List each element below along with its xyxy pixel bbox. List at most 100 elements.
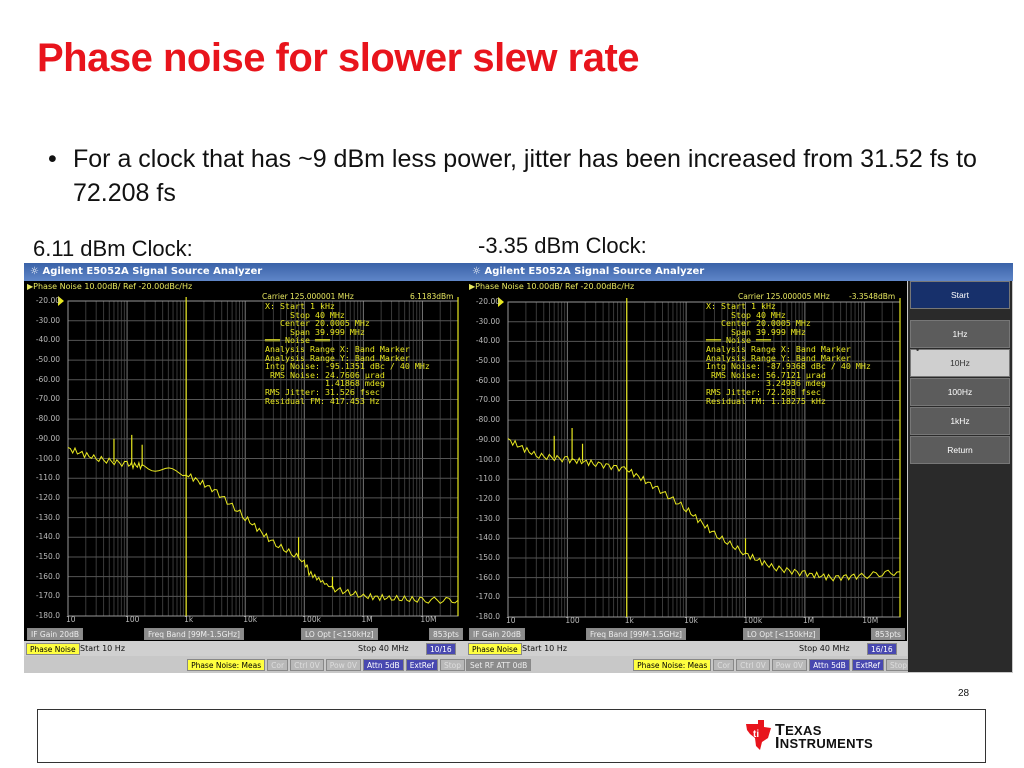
stop-frequency[interactable]: Stop 40 MHz bbox=[358, 644, 409, 653]
app-icon: ☼ bbox=[30, 266, 43, 277]
info-line: Analysis Range Y: Band Marker bbox=[706, 352, 851, 363]
y-tick-label: -150.0 bbox=[35, 551, 60, 561]
softkey-1khz[interactable]: 1kHz bbox=[910, 407, 1010, 435]
bullet-dot: • bbox=[48, 145, 57, 173]
status-indicator: Attn 5dB bbox=[809, 659, 850, 671]
x-tick-label: 1k bbox=[184, 615, 194, 624]
softkey-10hz[interactable]: 10Hz bbox=[910, 349, 1010, 377]
info-line: Residual FM: 417.453 Hz bbox=[265, 395, 380, 406]
bottom-status-bar: Phase Noise: Meas Cor Ctrl 0V Pow 0V Attn 5d… bbox=[24, 657, 466, 672]
status-indicator: Cor bbox=[713, 659, 735, 671]
slide-title: Phase noise for slower slew rate bbox=[37, 36, 640, 80]
stop-frequency[interactable]: Stop 40 MHz bbox=[799, 644, 850, 653]
settings-chip[interactable]: 853pts bbox=[429, 628, 463, 640]
y-tick-label: -50.00 bbox=[475, 356, 500, 366]
x-tick-label: 100 bbox=[565, 616, 580, 625]
x-tick-label: 10 bbox=[506, 616, 516, 625]
info-line: ═══ Noise ═══ bbox=[265, 335, 330, 346]
info-line: Analysis Range X: Band Marker bbox=[265, 343, 410, 354]
settings-chip[interactable]: Freq Band [99M-1.5GHz] bbox=[144, 628, 244, 640]
carrier-power: -3.3548dBm bbox=[849, 292, 896, 301]
app-icon: ☼ bbox=[472, 266, 485, 277]
window-title-bar: ☼ Agilent E5052A Signal Source Analyzer bbox=[24, 263, 466, 281]
trace-counter: 16/16 bbox=[867, 643, 897, 655]
settings-chip[interactable]: LO Opt [<150kHz] bbox=[301, 628, 378, 640]
window-title: Agilent E5052A Signal Source Analyzer bbox=[484, 266, 705, 277]
settings-bar: IF Gain 20dB Freq Band [99M-1.5GHz] LO Opt… bbox=[466, 626, 907, 641]
ref-level-marker bbox=[498, 297, 504, 307]
start-frequency[interactable]: Start 10 Hz bbox=[522, 644, 568, 653]
carrier-power: 6.1183dBm bbox=[410, 292, 454, 301]
status-bar: Phase Noise Start 10 Hz Stop 40 MHz 10/16 bbox=[24, 641, 466, 656]
status-indicator: Attn 5dB bbox=[362, 659, 404, 671]
window-title: Agilent E5052A Signal Source Analyzer bbox=[42, 266, 263, 277]
softkey-start[interactable]: Start bbox=[910, 281, 1010, 309]
y-tick-label: -160.0 bbox=[475, 572, 500, 582]
trace-header: ▶Phase Noise 10.00dB/ Ref -20.00dBc/Hz bbox=[27, 282, 193, 291]
softkey-return[interactable]: Return bbox=[910, 436, 1010, 464]
plot-canvas bbox=[58, 296, 459, 617]
y-tick-label: -170.0 bbox=[35, 591, 60, 601]
bullet-text: For a clock that has ~9 dBm less power, … bbox=[73, 145, 977, 207]
footer-box bbox=[37, 709, 986, 763]
status-indicator: ExtRef bbox=[405, 659, 438, 671]
measurement-mode[interactable]: Phase Noise bbox=[26, 643, 80, 655]
y-tick-label: -120.0 bbox=[35, 492, 60, 502]
y-tick-label: -150.0 bbox=[475, 552, 500, 562]
y-tick-label: -80.00 bbox=[475, 415, 500, 425]
info-line: Center 20.0005 MHz bbox=[706, 318, 811, 329]
settings-chip[interactable]: IF Gain 20dB bbox=[469, 628, 525, 640]
x-tick-label: 100 bbox=[125, 615, 140, 624]
info-line: RMS Jitter: 72.208 fsec bbox=[706, 386, 821, 397]
plot-canvas bbox=[498, 297, 901, 618]
settings-chip[interactable]: 853pts bbox=[871, 628, 905, 640]
y-tick-label: -100.0 bbox=[475, 454, 500, 464]
x-tick-label: 100k bbox=[302, 615, 321, 624]
y-tick-label: -130.0 bbox=[35, 512, 60, 522]
softkey-1hz[interactable]: 1Hz bbox=[910, 320, 1010, 348]
y-tick-label: -130.0 bbox=[475, 513, 500, 523]
y-tick-label: -20.00 bbox=[35, 296, 60, 305]
info-line: Residual FM: 1.18275 kHz bbox=[706, 395, 826, 406]
y-tick-label: -90.00 bbox=[35, 433, 60, 443]
info-line: 3.24936 mdeg bbox=[706, 378, 826, 389]
info-line: Analysis Range X: Band Marker bbox=[706, 343, 851, 354]
caption-right: -3.35 dBm Clock: bbox=[478, 233, 647, 258]
status-indicator: Set RF ATT 0dB bbox=[466, 659, 532, 671]
x-tick-label: 1M bbox=[361, 615, 373, 624]
y-tick-label: -180.0 bbox=[35, 611, 60, 620]
y-tick-label: -140.0 bbox=[475, 533, 500, 543]
info-line: RMS Jitter: 31.526 fsec bbox=[265, 386, 380, 397]
x-tick-label: 10k bbox=[684, 616, 699, 625]
status-indicator: Pow 0V bbox=[325, 659, 361, 671]
settings-chip[interactable]: LO Opt [<150kHz] bbox=[743, 628, 820, 640]
settings-chip[interactable]: Freq Band [99M-1.5GHz] bbox=[586, 628, 686, 640]
softkey-100hz[interactable]: 100Hz bbox=[910, 378, 1010, 406]
status-indicator: Ctrl 0V bbox=[290, 659, 324, 671]
trace-counter: 10/16 bbox=[426, 643, 456, 655]
info-line: Intg Noise: -95.1351 dBc / 40 MHz bbox=[265, 361, 430, 372]
info-line: Stop 40 MHz bbox=[265, 309, 345, 320]
y-tick-label: -120.0 bbox=[475, 493, 500, 503]
measurement-mode[interactable]: Phase Noise bbox=[468, 643, 522, 655]
bullet-point: • For a clock that has ~9 dBm less power,… bbox=[48, 142, 988, 210]
x-tick-label: 10M bbox=[862, 616, 879, 625]
y-tick-label: -180.0 bbox=[475, 612, 500, 621]
info-line: Analysis Range Y: Band Marker bbox=[265, 352, 410, 363]
status-indicator: Phase Noise: Meas bbox=[633, 659, 712, 671]
y-tick-label: -100.0 bbox=[35, 453, 60, 463]
status-indicator: Stop bbox=[439, 659, 465, 671]
info-line: Span 39.999 MHz bbox=[265, 326, 365, 337]
status-indicator: Pow 0V bbox=[771, 659, 808, 671]
settings-chip[interactable]: IF Gain 20dB bbox=[27, 628, 83, 640]
info-line: X: Start 1 kHz bbox=[265, 301, 335, 311]
y-tick-label: -50.00 bbox=[35, 355, 60, 365]
phase-noise-plot: ▶Phase Noise 10.00dB/ Ref -20.00dBc/Hz Ca… bbox=[466, 281, 907, 626]
x-tick-label: 10 bbox=[66, 615, 76, 624]
info-line: Stop 40 MHz bbox=[706, 309, 786, 320]
y-tick-label: -90.00 bbox=[475, 434, 500, 444]
noise-analysis-info: X: Start 1 kHz Stop 40 MHz Center 20.000… bbox=[265, 302, 430, 405]
status-indicator: Ctrl 0V bbox=[736, 659, 770, 671]
noise-analysis-info: X: Start 1 kHz Stop 40 MHz Center 20.000… bbox=[706, 302, 871, 405]
start-frequency[interactable]: Start 10 Hz bbox=[80, 644, 126, 653]
